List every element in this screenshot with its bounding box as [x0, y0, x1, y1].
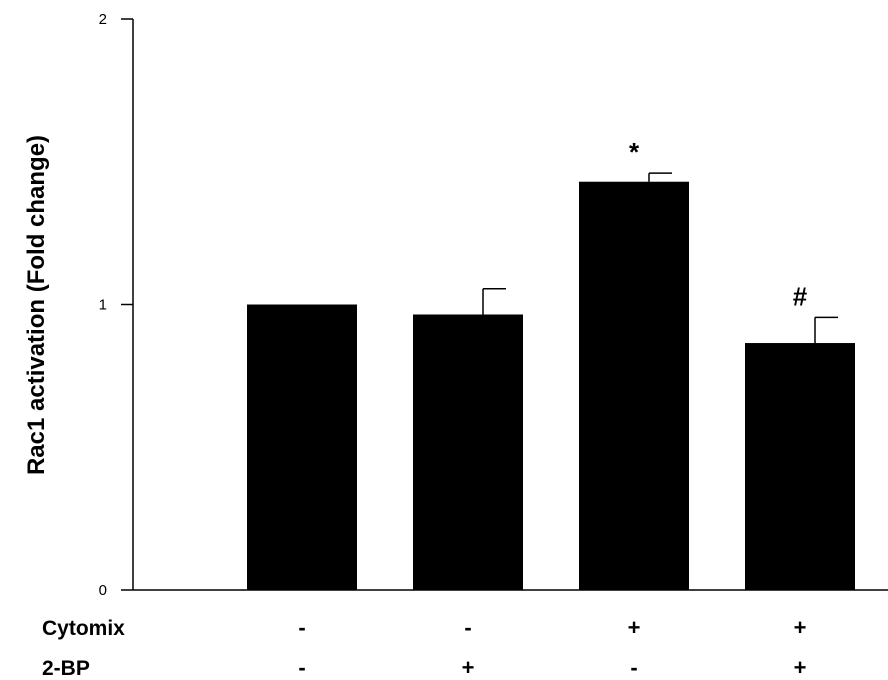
significance-marker: * — [629, 137, 640, 167]
condition-sign: + — [628, 615, 641, 640]
labels: * # Cytomix - - + +2-BP - + - + — [42, 137, 808, 680]
y-tick-label: 2 — [99, 11, 107, 28]
condition-label: Cytomix — [42, 617, 125, 640]
condition-sign: + — [794, 655, 807, 680]
y-tick-label: 0 — [99, 582, 107, 599]
bar — [247, 304, 357, 590]
condition-sign: + — [462, 655, 475, 680]
y-tick-label: 1 — [99, 297, 107, 314]
condition-label: 2-BP — [42, 657, 90, 680]
condition-sign: - — [298, 655, 305, 680]
y-axis-label: Rac1 activation (Fold change) — [23, 135, 50, 475]
condition-sign: + — [794, 615, 807, 640]
condition-sign: - — [298, 615, 305, 640]
significance-marker: # — [793, 281, 808, 311]
bars — [247, 172, 855, 591]
condition-sign: - — [464, 615, 471, 640]
bar — [745, 343, 855, 590]
bar — [579, 181, 689, 591]
condition-sign: - — [630, 655, 637, 680]
bar — [413, 314, 523, 590]
